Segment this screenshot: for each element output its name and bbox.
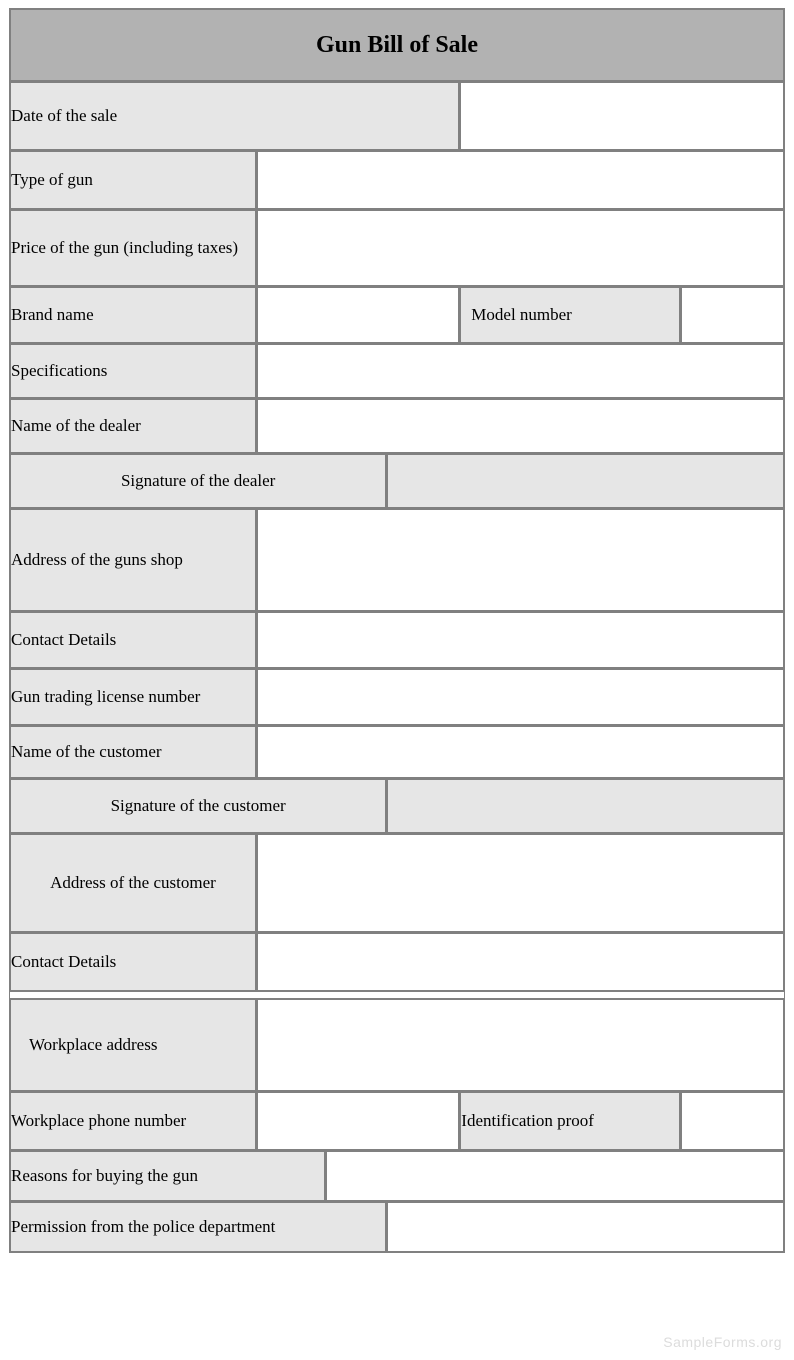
input-customer-address[interactable] (257, 834, 784, 932)
label-workplace-phone: Workplace phone number (10, 1092, 256, 1150)
input-model-number[interactable] (681, 287, 784, 343)
label-specifications: Specifications (10, 344, 256, 398)
label-reasons: Reasons for buying the gun (10, 1151, 325, 1201)
label-contact-details-dealer: Contact Details (10, 612, 256, 668)
label-price: Price of the gun (including taxes) (10, 210, 256, 286)
bill-of-sale-form: Gun Bill of Sale Date of the sale Type o… (9, 8, 785, 1253)
input-contact-details-dealer[interactable] (257, 612, 784, 668)
input-shop-address[interactable] (257, 509, 784, 611)
label-model-number: Model number (460, 287, 679, 343)
input-contact-details-customer[interactable] (257, 933, 784, 991)
input-specifications[interactable] (257, 344, 784, 398)
input-reasons[interactable] (326, 1151, 784, 1201)
label-type-of-gun: Type of gun (10, 151, 256, 209)
form-title: Gun Bill of Sale (10, 9, 784, 81)
label-contact-details-customer: Contact Details (10, 933, 256, 991)
label-workplace-address: Workplace address (10, 999, 256, 1091)
label-date-of-sale: Date of the sale (10, 82, 459, 150)
label-brand-name: Brand name (10, 287, 256, 343)
label-id-proof: Identification proof (460, 1092, 679, 1150)
input-date-of-sale[interactable] (460, 82, 784, 150)
label-license-number: Gun trading license number (10, 669, 256, 725)
input-type-of-gun[interactable] (257, 151, 784, 209)
label-permission: Permission from the police department (10, 1202, 386, 1252)
input-brand-name[interactable] (257, 287, 459, 343)
input-customer-signature[interactable] (387, 779, 784, 833)
input-id-proof[interactable] (681, 1092, 784, 1150)
input-dealer-signature[interactable] (387, 454, 784, 508)
label-customer-address: Address of the customer (10, 834, 256, 932)
input-workplace-phone[interactable] (257, 1092, 459, 1150)
input-workplace-address[interactable] (257, 999, 784, 1091)
input-price[interactable] (257, 210, 784, 286)
label-dealer-signature: Signature of the dealer (10, 454, 386, 508)
label-customer-name: Name of the customer (10, 726, 256, 778)
label-shop-address: Address of the guns shop (10, 509, 256, 611)
label-customer-signature: Signature of the customer (10, 779, 386, 833)
label-dealer-name: Name of the dealer (10, 399, 256, 453)
watermark-text: SampleForms.org (663, 1334, 782, 1350)
input-customer-name[interactable] (257, 726, 784, 778)
input-license-number[interactable] (257, 669, 784, 725)
input-dealer-name[interactable] (257, 399, 784, 453)
input-permission[interactable] (387, 1202, 784, 1252)
